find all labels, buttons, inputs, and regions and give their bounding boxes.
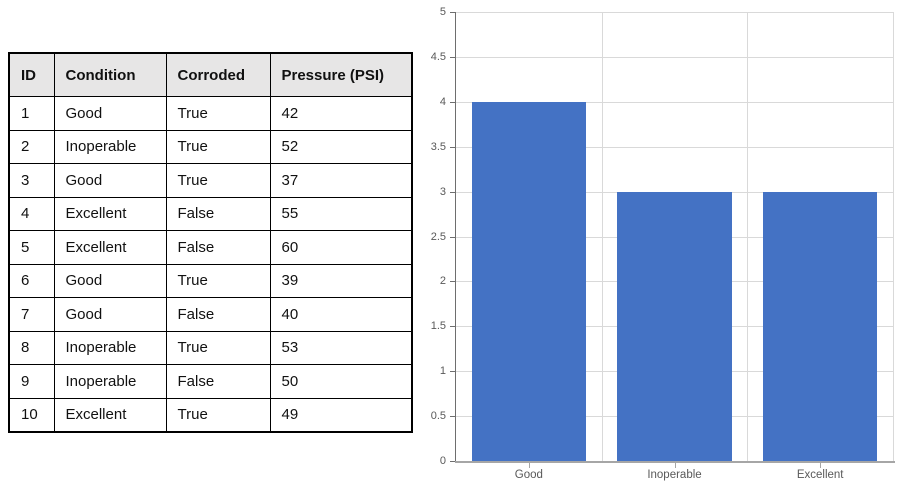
bar	[471, 101, 586, 461]
y-axis-tick	[449, 236, 455, 238]
horizontal-gridline	[456, 56, 893, 58]
table-cell: Inoperable	[53, 364, 167, 399]
vertical-gridline	[601, 12, 603, 461]
table-cell: Good	[53, 263, 167, 298]
table-row: 7 Good False 40	[8, 297, 413, 332]
table-cell: 49	[269, 397, 413, 433]
y-axis-tick-label: 3.5	[430, 140, 446, 153]
y-axis-tick-label: 2	[439, 275, 446, 288]
y-axis-tick-label: 1.5	[430, 320, 446, 333]
horizontal-gridline	[456, 101, 893, 103]
y-axis-tick	[449, 101, 455, 103]
y-axis-tick-label: 3	[439, 185, 446, 198]
table-cell: Good	[53, 297, 167, 332]
table-cell: False	[165, 364, 271, 399]
y-axis-line	[454, 12, 456, 463]
table-cell: Excellent	[53, 196, 167, 231]
table-cell: True	[165, 96, 271, 131]
x-axis-category-label: Good	[514, 469, 543, 481]
table-cell: False	[165, 297, 271, 332]
table-body: 1 Good True 42 2 Inoperable True 52 3 Good True 37 4…	[8, 96, 413, 433]
table-cell: True	[165, 129, 271, 164]
table-row: 9 Inoperable False 50	[8, 364, 413, 399]
x-axis-tick	[528, 462, 530, 468]
table-cell: 50	[269, 364, 413, 399]
pipe-data-table: ID Condition Corroded Pressure (PSI) 1 Good T…	[8, 52, 413, 433]
table-cell: Inoperable	[53, 330, 167, 365]
table-cell: 8	[8, 330, 55, 365]
y-axis-tick-label: 4.5	[430, 50, 446, 63]
table-cell: 42	[269, 96, 413, 131]
column-header: ID	[8, 52, 55, 97]
vertical-gridline	[747, 12, 749, 461]
table-cell: True	[165, 397, 271, 433]
y-axis-tick-label: 0	[439, 455, 446, 467]
table-cell: 4	[8, 196, 55, 231]
table-cell: 53	[269, 330, 413, 365]
y-axis-tick	[449, 56, 455, 58]
table-cell: Good	[53, 163, 167, 198]
table-row: 1 Good True 42	[8, 96, 413, 131]
table-row: 6 Good True 39	[8, 263, 413, 298]
y-axis-tick-label: 2.5	[430, 230, 446, 243]
table-cell: True	[165, 263, 271, 298]
y-axis-tick	[449, 12, 455, 13]
x-axis-tick	[674, 462, 676, 468]
table-cell: 6	[8, 263, 55, 298]
table-row: 5 Excellent False 60	[8, 230, 413, 265]
x-axis-line	[454, 461, 895, 463]
x-axis-tick	[820, 462, 822, 468]
table-cell: 60	[269, 230, 413, 265]
x-axis-category-label: Excellent	[796, 469, 844, 481]
bar	[617, 191, 732, 461]
vertical-gridline	[893, 12, 894, 461]
y-axis-tick	[449, 416, 455, 418]
table-cell: True	[165, 163, 271, 198]
y-axis-tick-label: 5	[439, 6, 446, 18]
table-cell: 39	[269, 263, 413, 298]
horizontal-gridline	[456, 146, 893, 148]
table-cell: 5	[8, 230, 55, 265]
y-axis-tick	[449, 191, 455, 193]
table-cell: False	[165, 230, 271, 265]
y-axis-tick-label: 0.5	[430, 410, 446, 423]
table-cell: 3	[8, 163, 55, 198]
y-axis-tick-label: 4	[439, 95, 446, 108]
horizontal-gridline	[456, 12, 893, 13]
table-cell: 7	[8, 297, 55, 332]
column-header: Pressure (PSI)	[269, 52, 413, 97]
y-axis-tick-label: 1	[439, 365, 446, 378]
bar	[762, 191, 878, 461]
table-header-row: ID Condition Corroded Pressure (PSI)	[8, 52, 413, 97]
table-cell: Excellent	[53, 397, 167, 433]
y-axis-tick	[449, 281, 455, 283]
y-axis-tick	[449, 461, 455, 462]
y-axis-tick	[449, 326, 455, 328]
table-cell: Good	[53, 96, 167, 131]
table-header: ID Condition Corroded Pressure (PSI)	[8, 52, 413, 97]
table-cell: 52	[269, 129, 413, 164]
table-cell: 40	[269, 297, 413, 332]
table-cell: 37	[269, 163, 413, 198]
x-axis-category-label: Inoperable	[647, 469, 702, 481]
table-row: 3 Good True 37	[8, 163, 413, 198]
table-row: 10 Excellent True 49	[8, 397, 413, 433]
table-cell: True	[165, 330, 271, 365]
table-row: 8 Inoperable True 53	[8, 330, 413, 365]
y-axis-tick	[449, 371, 455, 373]
y-axis-tick	[449, 146, 455, 148]
table-cell: 2	[8, 129, 55, 164]
